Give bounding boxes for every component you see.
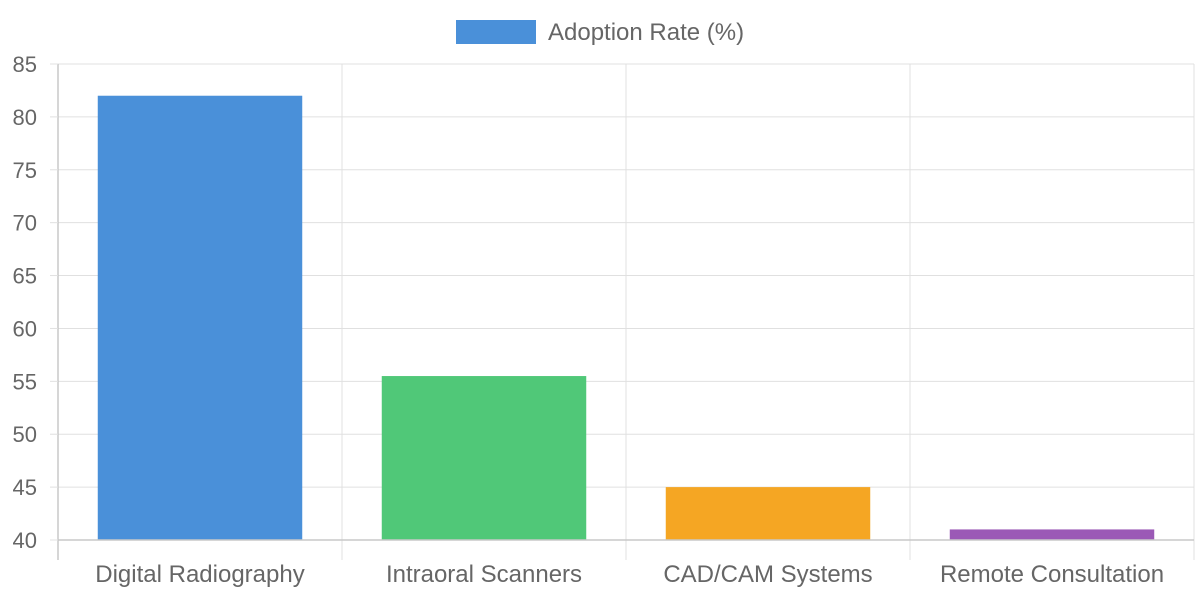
y-tick-label: 45 bbox=[13, 475, 37, 500]
y-tick-label: 60 bbox=[13, 316, 37, 341]
y-tick-label: 80 bbox=[13, 105, 37, 130]
y-tick-label: 40 bbox=[13, 528, 37, 553]
bar[interactable] bbox=[665, 487, 871, 540]
x-tick-label: Intraoral Scanners bbox=[386, 561, 582, 588]
y-tick-label: 70 bbox=[13, 211, 37, 236]
x-tick-label: Remote Consultation bbox=[940, 561, 1164, 588]
bar[interactable] bbox=[97, 95, 303, 540]
x-tick-label: Digital Radiography bbox=[95, 561, 304, 588]
x-tick-label: CAD/CAM Systems bbox=[663, 561, 872, 588]
x-axis-ticks: Digital Radiography Intraoral Scanners CAD… bbox=[95, 561, 1164, 588]
y-tick-label: 85 bbox=[13, 52, 37, 77]
bar[interactable] bbox=[381, 376, 587, 540]
legend[interactable]: Adoption Rate (%) bbox=[456, 19, 744, 46]
y-tick-label: 75 bbox=[13, 158, 37, 183]
y-tick-label: 55 bbox=[13, 369, 37, 394]
axes bbox=[57, 64, 1194, 560]
legend-swatch bbox=[456, 20, 536, 44]
legend-label: Adoption Rate (%) bbox=[548, 19, 744, 46]
bars bbox=[97, 95, 1155, 540]
y-tick-label: 65 bbox=[13, 264, 37, 289]
y-axis-ticks: 40 45 50 55 60 65 70 75 80 85 bbox=[13, 52, 58, 553]
bar[interactable] bbox=[949, 529, 1155, 540]
y-tick-label: 50 bbox=[13, 422, 37, 447]
